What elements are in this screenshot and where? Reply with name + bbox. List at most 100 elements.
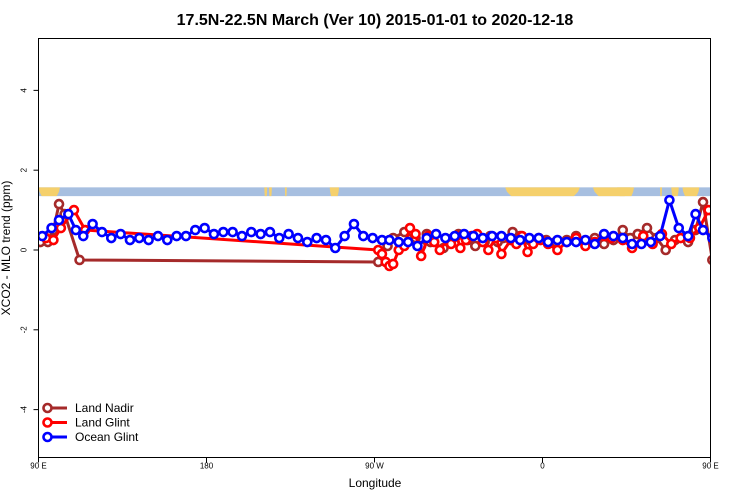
data-point (384, 234, 395, 246)
x-tick-label: 90 E (702, 462, 718, 471)
data-point (434, 244, 446, 256)
data-point (311, 232, 322, 244)
x-axis-label: Longitude (349, 476, 402, 490)
series-layer (38, 194, 711, 272)
data-point (533, 232, 545, 244)
data-point (505, 232, 517, 244)
data-point (162, 234, 173, 246)
data-point (376, 248, 388, 260)
data-point (53, 214, 65, 226)
data-point (561, 236, 573, 248)
series-ocean-glint (38, 194, 711, 254)
y-tick-label: -2 (20, 326, 29, 334)
data-point (301, 236, 313, 248)
data-point (645, 236, 657, 248)
data-point (46, 222, 57, 234)
land-segment (682, 187, 700, 197)
data-point (673, 222, 685, 234)
x-tick-label: 90 E (30, 462, 46, 471)
data-point (404, 222, 416, 234)
y-tick-label: 4 (20, 88, 29, 93)
data-point (412, 240, 423, 252)
data-point (87, 218, 98, 230)
data-point (552, 234, 563, 246)
data-point (483, 244, 494, 256)
x-tick-label: 180 (200, 462, 214, 471)
land-segment (671, 187, 679, 197)
data-point (53, 198, 65, 210)
data-point (421, 232, 433, 244)
land-ocean-strip (38, 187, 711, 197)
data-point (664, 194, 675, 206)
legend-label: Land Glint (75, 416, 130, 430)
land-segment (284, 187, 287, 197)
legend-marker (42, 431, 53, 443)
data-point (246, 226, 257, 238)
data-point (458, 228, 470, 240)
ocean-band (38, 187, 711, 197)
data-point (697, 196, 709, 208)
data-point (440, 232, 451, 244)
data-point (402, 236, 414, 248)
data-point (329, 242, 341, 254)
data-point (143, 234, 154, 246)
data-point (70, 224, 82, 236)
data-point (292, 232, 304, 244)
data-point (636, 238, 647, 250)
data-point (542, 236, 554, 248)
data-point (320, 234, 332, 246)
data-point (608, 230, 619, 242)
data-point (496, 230, 507, 242)
data-point (393, 236, 405, 248)
data-point (264, 226, 276, 238)
x-axis: 90 E 180 90 W 0 90 E (30, 457, 719, 471)
land-segment (264, 187, 268, 197)
data-point (477, 232, 489, 244)
data-point (455, 242, 466, 254)
legend-marker (42, 402, 53, 414)
data-point (190, 224, 201, 236)
legend-item: Ocean Glint (42, 430, 139, 444)
data-point (697, 224, 709, 236)
data-point (589, 238, 601, 250)
data-point (255, 228, 266, 240)
data-point (468, 230, 479, 242)
land-segment (660, 187, 662, 197)
data-point (626, 238, 638, 250)
data-point (357, 230, 369, 242)
data-point (707, 255, 711, 265)
data-point (682, 230, 694, 242)
data-point (654, 230, 666, 242)
data-point (273, 232, 285, 244)
data-point (339, 230, 350, 242)
data-point (415, 250, 427, 262)
y-axis-label: XCO2 - MLO trend (ppm) (0, 181, 13, 316)
data-point (430, 228, 442, 240)
data-point (449, 230, 461, 242)
data-point (367, 232, 378, 244)
y-tick-label: -4 (20, 406, 29, 414)
data-point (707, 233, 711, 243)
x-tick-label: 0 (540, 462, 545, 471)
data-point (171, 230, 182, 242)
data-point (48, 234, 59, 246)
data-point (617, 232, 629, 244)
data-point (580, 234, 591, 246)
data-point (598, 228, 610, 240)
data-point (152, 230, 164, 242)
y-axis: -4 -2 0 2 4 (20, 88, 39, 414)
land-segment (617, 187, 634, 197)
legend-marker (42, 417, 53, 428)
data-point (134, 232, 145, 244)
data-point (236, 230, 248, 242)
legend-item: Land Nadir (42, 401, 134, 415)
data-point (227, 226, 238, 238)
data-point (660, 244, 672, 256)
data-point (514, 234, 526, 246)
land-segment (269, 187, 272, 197)
legend-label: Land Nadir (75, 401, 134, 415)
y-tick-label: 2 (20, 167, 29, 172)
data-point (348, 218, 360, 230)
data-point (524, 232, 535, 244)
data-point (63, 208, 74, 220)
